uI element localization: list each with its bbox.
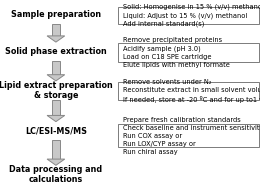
Text: Lipid extract preparation
& storage: Lipid extract preparation & storage <box>0 81 113 100</box>
FancyBboxPatch shape <box>118 7 259 24</box>
Polygon shape <box>52 61 60 75</box>
Text: Solid phase extraction: Solid phase extraction <box>5 47 107 56</box>
FancyBboxPatch shape <box>118 43 259 62</box>
Polygon shape <box>47 75 65 81</box>
Text: Remove solvents under N₂
Reconstitute extract in small solvent volume
If needed,: Remove solvents under N₂ Reconstitute ex… <box>123 80 260 103</box>
Text: Prepare fresh calibration standards
Check baseline and instrument sensitivity
Ru: Prepare fresh calibration standards Chec… <box>123 117 260 155</box>
Polygon shape <box>52 140 60 159</box>
Text: Data processing and
calculations: Data processing and calculations <box>9 165 102 184</box>
Text: Solid: Homogenise in 15 % (v/v) methanol in water
Liquid: Adjust to 15 % (v/v) m: Solid: Homogenise in 15 % (v/v) methanol… <box>123 4 260 27</box>
Polygon shape <box>47 115 65 122</box>
Text: LC/ESI-MS/MS: LC/ESI-MS/MS <box>25 126 87 135</box>
FancyBboxPatch shape <box>118 124 259 147</box>
Polygon shape <box>52 24 60 36</box>
Polygon shape <box>47 159 65 165</box>
FancyBboxPatch shape <box>118 82 259 100</box>
Polygon shape <box>47 36 65 42</box>
Polygon shape <box>52 100 60 115</box>
Text: Remove precipitated proteins
Acidify sample (pH 3.0)
Load on C18 SPE cartridge
E: Remove precipitated proteins Acidify sam… <box>123 37 230 68</box>
Text: Sample preparation: Sample preparation <box>11 10 101 19</box>
